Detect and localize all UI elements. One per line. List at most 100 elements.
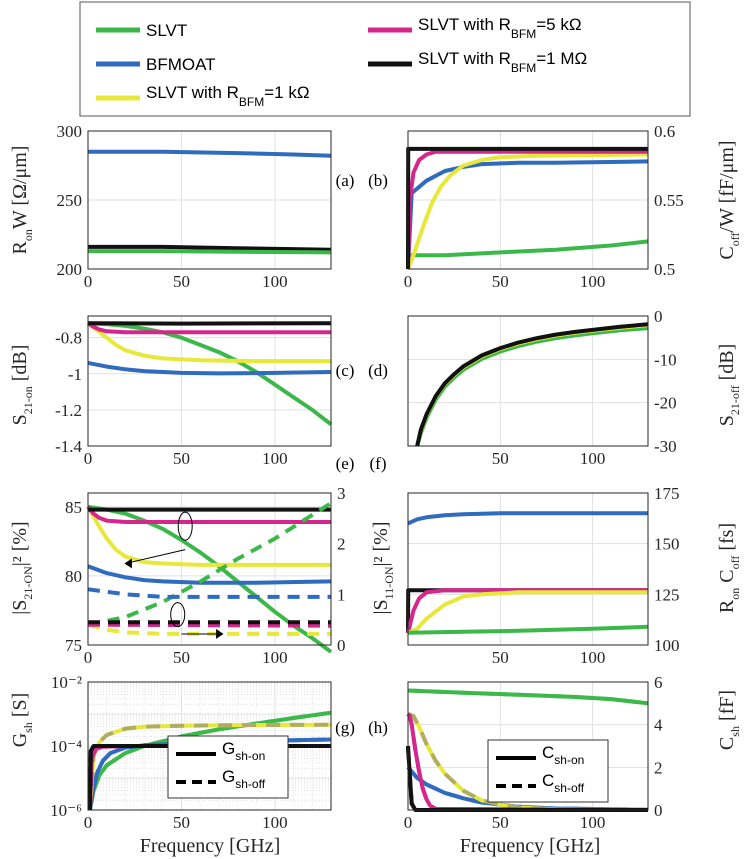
series-c-slvt [87,321,333,426]
ytick-e-2: 85 [65,498,82,517]
plot-area-f [408,493,648,645]
ylabel-h: Csh [fF] [716,690,742,750]
ytick-b-2: 0.6 [654,122,675,141]
series-group-a [88,149,332,255]
xlabel-right: Frequency [GHz] [460,835,601,857]
xtick-h-0: 0 [404,813,413,832]
xtick-d-1: 100 [580,449,606,468]
panel-label-h: (h) [368,718,388,737]
ytick-g-1: 10⁻⁴ [50,737,82,756]
legend-item-bfmoat: BFMOAT [96,55,216,74]
panel-label-g: (g) [335,718,355,737]
y2label-f: Ron Coff [fs] [716,523,742,613]
ytick-a-1: 250 [57,191,83,210]
series-f-r1k [407,590,648,635]
panel-g: 0 50 100 10⁻⁶ 10⁻⁴ 10⁻² (g) Gsh-on Gsh-off [50,673,355,832]
series-b-r5k [406,149,648,270]
ytick-b-0: 0.5 [654,260,675,279]
series-c-r5k [86,321,331,335]
series-b-r1k [406,152,649,270]
plot-area-e [88,493,331,645]
inner-legend-label-g-0: Gsh-on [222,739,265,763]
ytick-c-3: -1.4 [55,437,82,456]
inner-legend-h: Csh-on Csh-off [487,739,609,803]
axes-frame-d [407,315,649,447]
legend-label-r1k: SLVT with RBFM=1 kΩ [146,83,310,109]
arrowhead-left [124,558,132,569]
legend-label-r5k: SLVT with RBFM=5 kΩ [418,15,582,41]
inner-legend-label-g-1: Gsh-off [222,767,266,791]
series-a-slvt [88,249,332,255]
xtick-a-1: 50 [173,272,190,291]
ytick-a-0: 200 [57,260,83,279]
legend-label-slvt: SLVT [146,21,187,40]
y2tick-e-3: 3 [337,484,346,503]
series-e-r5k [86,505,331,524]
plot-area-d [408,316,648,446]
inner-legend-frame-g [167,735,289,799]
series-f-slvt [407,624,649,635]
ytick-g-0: 10⁻⁶ [50,801,82,820]
series-e-r5k-dashed [87,622,332,628]
xtick-f-0: 50 [492,648,509,667]
legend-label-bfmoat: BFMOAT [146,55,216,74]
panel-label-d: (d) [368,361,388,380]
xtick-d-0: 50 [492,449,509,468]
xtick-b-2: 100 [580,272,606,291]
inner-legend-frame-h [487,739,609,803]
series-e-r1k [86,505,331,567]
xtick-a-0: 0 [84,272,93,291]
panel-h: 0 50 100 0 2 4 6 (h) Csh-on Csh-off [368,673,663,832]
series-a-bfmoat [88,149,332,158]
ylabel-g: Gsh [S] [9,693,35,748]
xtick-a-2: 100 [262,272,288,291]
series-c-bfmoat [87,360,332,376]
series-c-r1k [86,321,331,364]
y2tick-e-2: 2 [337,535,346,554]
panel-a: 0 50 100 200 250 300 (a) [57,122,355,291]
series-g-bfmoat-off [87,737,332,811]
xtick-g-2: 100 [262,813,288,832]
ytick-c-0: -0.8 [55,329,82,348]
panel-label-b: (b) [368,171,388,190]
ytick-e-0: 75 [65,636,82,655]
annotation-ellipse-right [170,602,186,628]
legend-label-r1m: SLVT with RBFM=1 MΩ [418,49,587,75]
y2tick-f-3: 175 [654,484,680,503]
axes-frame-c [87,315,332,447]
ytick-h-1: 2 [654,758,663,777]
ytick-d-1: -10 [654,350,677,369]
axes-frame-e [87,492,332,646]
xtick-e-0: 0 [84,648,93,667]
legend-item-r5k: SLVT with RBFM=5 kΩ [368,15,582,41]
series-d-r1m [415,322,649,447]
series-e-slvt-dashed [87,501,333,627]
series-g-r1m-off [87,744,331,811]
ytick-c-1: -1 [68,365,82,384]
y2tick-f-0: 100 [654,636,680,655]
series-group-d [415,322,649,447]
xtick-g-0: 0 [84,813,93,832]
legend-item-r1m: SLVT with RBFM=1 MΩ [368,49,587,75]
ylabel-a: RonW [Ω/μm] [9,146,35,255]
ytick-d-0: 0 [654,307,663,326]
inner-legend-g: Gsh-on Gsh-off [167,735,289,799]
panel-label-e: (e) [336,454,355,473]
annotations-e [124,511,224,639]
ylabel-e: |S21-ON|² [%] [9,521,35,614]
series-h-r5k-off [406,712,649,812]
y2tick-e-0: 0 [337,636,346,655]
annotation-arrow-left [125,549,186,564]
y-axis-labels: RonW [Ω/μm] Coff/W [fF/μm] S21-on [dB] S… [9,140,742,750]
y2tick-e-1: 1 [337,585,346,604]
panel-label-f: (f) [370,454,387,473]
series-group-g [87,710,332,811]
plot-area-c [88,316,331,446]
y2tick-f-2: 150 [654,535,680,554]
xtick-f-1: 100 [580,648,606,667]
series-group-c [86,321,333,426]
legend-item-slvt: SLVT [96,21,187,40]
inner-legend-label-h-1: Csh-off [542,771,585,795]
series-f-r5k [406,588,648,634]
